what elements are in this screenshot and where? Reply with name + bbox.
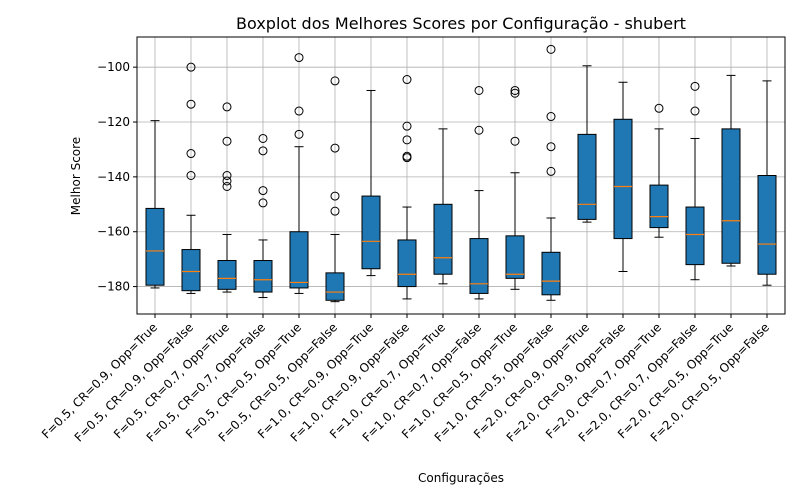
box-iqr <box>145 207 165 286</box>
y-tick-label: −120 <box>97 115 130 129</box>
box-7 <box>361 89 381 277</box>
y-tick-label: −140 <box>97 170 130 184</box>
outlier-point <box>402 135 412 145</box>
box-iqr <box>541 251 561 296</box>
box-iqr <box>361 195 381 270</box>
y-tick-label: −160 <box>97 225 130 239</box>
box-12 <box>541 44 561 301</box>
outlier-point <box>222 171 232 180</box>
box-10 <box>469 85 489 300</box>
outlier-point <box>330 143 340 153</box>
box-iqr <box>469 238 489 294</box>
outlier-point <box>546 166 556 176</box>
outlier-point <box>690 81 700 91</box>
outlier-point <box>474 85 484 95</box>
outlier-point <box>258 186 268 196</box>
box-1 <box>145 120 165 289</box>
box-iqr <box>397 239 417 288</box>
outlier-point <box>294 129 304 139</box>
box-9 <box>433 128 453 285</box>
box-iqr <box>217 260 237 290</box>
outlier-point <box>546 112 556 122</box>
y-axis: −100 −120 −140 −160 −180 <box>97 60 137 294</box>
outlier-point <box>258 146 268 156</box>
outlier-point <box>222 181 232 191</box>
outlier-point <box>402 121 412 131</box>
box-4 <box>253 133 273 299</box>
outlier-point <box>654 103 664 113</box>
outlier-point <box>186 99 196 109</box>
outlier-point <box>186 149 196 159</box>
box-16 <box>685 81 705 281</box>
outlier-point <box>222 102 232 112</box>
box-iqr <box>325 272 345 301</box>
box-5 <box>289 53 309 294</box>
box-15 <box>649 103 669 238</box>
box-13 <box>577 65 597 223</box>
box-18 <box>757 80 777 286</box>
box-14 <box>613 81 633 272</box>
outlier-point <box>510 88 520 98</box>
box-11 <box>505 85 525 290</box>
box-6 <box>325 76 345 303</box>
x-axis-label: Configurações <box>418 471 504 485</box>
outlier-point <box>402 75 412 85</box>
outlier-point <box>546 142 556 152</box>
outlier-point <box>258 198 268 208</box>
outlier-point <box>222 176 232 186</box>
outlier-point <box>186 171 196 180</box>
outlier-point <box>510 85 520 95</box>
outlier-point <box>330 76 340 86</box>
outlier-point <box>690 106 700 116</box>
y-axis-label: Melhor Score <box>69 137 83 215</box>
box-iqr <box>181 249 201 292</box>
outlier-point <box>330 191 340 201</box>
box-17 <box>721 74 741 267</box>
box-iqr <box>721 128 741 264</box>
box-iqr <box>289 231 309 289</box>
box-iqr <box>577 133 597 220</box>
box-2 <box>181 62 201 294</box>
outlier-point <box>546 44 556 54</box>
chart-title: Boxplot dos Melhores Scores por Configur… <box>236 14 686 33</box>
box-iqr <box>757 175 777 275</box>
plot-frame <box>136 36 786 315</box>
box-iqr <box>505 235 525 279</box>
box-iqr <box>253 260 273 293</box>
outlier-point <box>474 125 484 135</box>
outlier-point <box>258 133 268 143</box>
outlier-point <box>510 136 520 146</box>
box-8 <box>397 75 417 300</box>
outlier-point <box>222 136 232 146</box>
outlier-point <box>294 53 304 63</box>
outlier-point <box>402 153 412 163</box>
box-iqr <box>685 206 705 266</box>
outlier-point <box>294 106 304 116</box>
y-tick-label: −180 <box>97 280 130 294</box>
box-iqr <box>649 184 669 229</box>
box-iqr <box>613 118 633 240</box>
y-tick-label: −100 <box>97 60 130 74</box>
outlier-point <box>330 206 340 216</box>
outlier-point <box>186 62 196 72</box>
box-iqr <box>433 203 453 275</box>
box-3 <box>217 102 237 293</box>
boxes-group <box>145 44 777 303</box>
